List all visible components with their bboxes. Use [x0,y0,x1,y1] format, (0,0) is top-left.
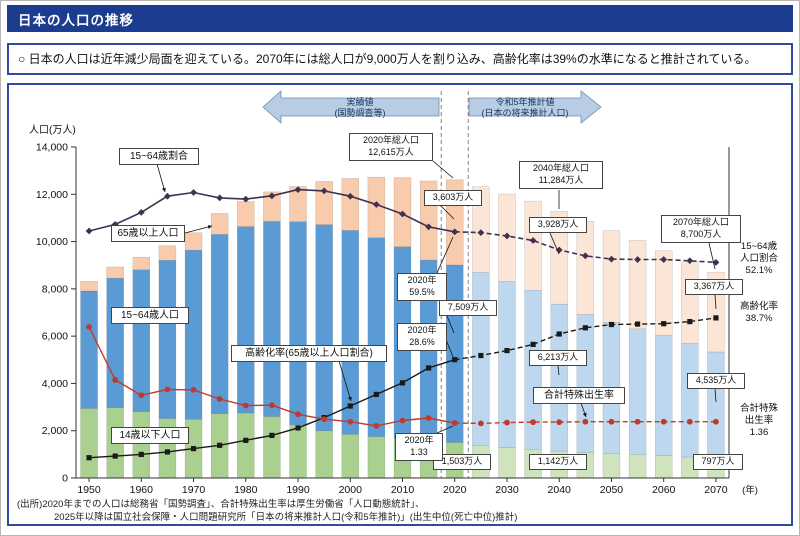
callout-young-2020: 1,503万人 [433,454,491,470]
legend-working-label: 15~64歳人口 [111,307,189,325]
callout-young-2070: 797万人 [693,454,743,470]
callout-leaders [156,160,717,434]
svg-text:2040: 2040 [548,484,572,495]
legend-elderly-label: 65歳以上人口 [111,225,185,243]
svg-text:12,000: 12,000 [36,189,68,201]
callout-working-2020: 7,509万人 [439,300,497,316]
axis-label-aging-end: 高齢化率 38.7% [739,301,778,325]
svg-text:2,000: 2,000 [42,425,68,437]
summary-box: ○ 日本の人口は近年減少局面を迎えている。2070年には総人口が9,000万人を… [7,43,793,76]
svg-text:1970: 1970 [182,484,206,495]
period-arrows: 実績値(国勢調査等) 令和5年推計値(日本の将来推計人口) [262,90,602,125]
callout-aging-2020: 2020年 28.6% [397,323,447,351]
axis-label-ratio-end: 15~64歳 人口割合 52.1% [739,241,778,276]
svg-text:2000: 2000 [339,484,363,495]
callout-ratio-2020: 2020年 59.5% [397,273,447,301]
callout-working-2070: 4,535万人 [687,373,745,389]
svg-text:(日本の将来推計人口): (日本の将来推計人口) [482,107,569,118]
svg-text:2020: 2020 [443,484,467,495]
svg-text:8,000: 8,000 [42,284,68,296]
aging-rate-line [86,315,719,461]
svg-text:4,000: 4,000 [42,378,68,390]
svg-text:(年): (年) [742,484,758,495]
callout-working-2040: 6,213万人 [529,350,587,366]
svg-text:2050: 2050 [600,484,624,495]
page-title: 日本の人口の推移 [18,12,134,28]
svg-text:(国勢調査等): (国勢調査等) [335,107,386,118]
callout-young-2040: 1,142万人 [529,454,587,470]
svg-text:6,000: 6,000 [42,331,68,343]
callout-elderly-2070: 3,367万人 [685,279,743,295]
source-line-1: (出所)2020年までの人口は総務省「国勢調査」、合計特殊出生率は厚生労働省「人… [17,499,425,511]
svg-text:1990: 1990 [286,484,310,495]
legend-aging-rate-label: 高齢化率(65歳以上人口割合) [231,345,387,363]
svg-text:実績値: 実績値 [346,96,373,107]
axis-label-fertility-end: 合計特殊 出生率 1.36 [739,403,778,438]
callout-total-2020: 2020年総人口 12,615万人 [349,133,433,161]
svg-text:10,000: 10,000 [36,236,68,248]
svg-text:1980: 1980 [234,484,258,495]
callout-total-2070: 2070年総人口 8,700万人 [661,215,741,243]
legend-working-ratio-label: 15~64歳割合 [119,148,199,166]
svg-text:人口(万人): 人口(万人) [29,124,76,136]
source-note: (出所)2020年までの人口は総務省「国勢調査」、合計特殊出生率は厚生労働省「人… [9,495,791,525]
page-header: 日本の人口の推移 [7,5,793,32]
fertility-rate-line [86,324,719,429]
axes: 0 2,000 4,000 6,000 8,000 10,000 12,000 14,000 1… [29,124,758,495]
chart-panel: 実績値 (国勢調査等) 令和5年推計値 (日本の将来推計人口) 0 2,000 4,000 6… [7,83,793,527]
legend-fertility-label: 合計特殊出生率 [533,387,625,405]
svg-text:14,000: 14,000 [36,142,68,154]
svg-text:2070: 2070 [704,484,728,495]
summary-text: ○ 日本の人口は近年減少局面を迎えている。2070年には総人口が9,000万人を… [18,52,757,66]
svg-text:2030: 2030 [495,484,519,495]
svg-text:令和5年推計値: 令和5年推計値 [495,96,554,107]
svg-text:2060: 2060 [652,484,676,495]
callout-total-2040: 2040年総人口 11,284万人 [519,161,603,189]
svg-text:1960: 1960 [130,484,154,495]
population-chart: 実績値 (国勢調査等) 令和5年推計値 (日本の将来推計人口) 0 2,000 4,000 6… [9,85,789,495]
callout-elderly-2020: 3,603万人 [424,190,482,206]
svg-text:0: 0 [62,473,68,485]
svg-text:1950: 1950 [77,484,101,495]
svg-text:2010: 2010 [391,484,415,495]
legend-young-label: 14歳以下人口 [111,427,189,445]
callout-fertility-2020: 2020年 1.33 [395,433,443,461]
callout-elderly-2040: 3,928万人 [529,217,587,233]
source-line-2: 2025年以降は国立社会保障・人口問題研究所「日本の将来推計人口(令和5年推計)… [54,512,518,524]
